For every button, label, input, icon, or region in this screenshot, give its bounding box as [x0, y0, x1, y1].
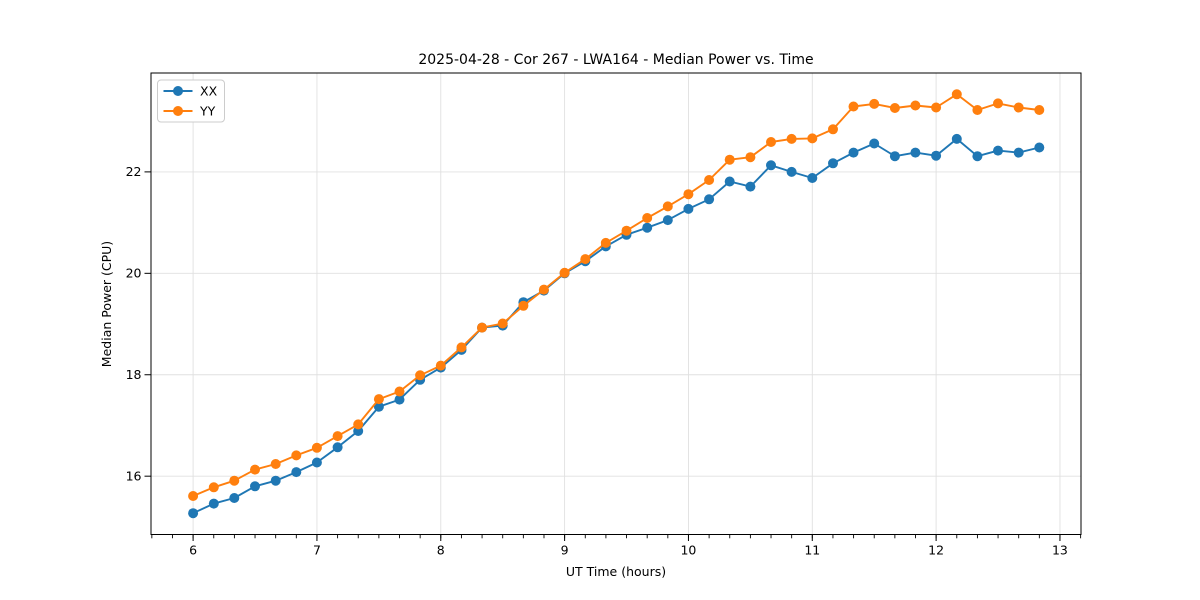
data-point-yy	[311, 442, 322, 453]
data-point-yy	[477, 322, 487, 333]
y-tick-label: 18	[126, 367, 142, 382]
data-point-xx	[332, 442, 343, 453]
data-point-xx	[311, 457, 322, 468]
data-point-xx	[951, 133, 962, 144]
data-point-xx	[745, 181, 756, 192]
data-point-yy	[1013, 102, 1024, 113]
x-tick-label: 7	[313, 543, 321, 558]
x-tick-label: 6	[189, 543, 197, 558]
data-point-yy	[910, 100, 921, 111]
data-point-xx	[766, 160, 776, 171]
data-point-yy	[993, 98, 1003, 109]
data-point-xx	[250, 481, 260, 492]
data-point-xx	[291, 467, 302, 478]
data-point-yy	[889, 103, 900, 113]
data-point-yy	[188, 491, 199, 501]
data-point-yy	[250, 464, 260, 475]
plot-border	[150, 72, 1082, 535]
data-point-xx	[931, 150, 942, 161]
data-point-xx	[394, 394, 405, 405]
data-point-xx	[208, 498, 219, 509]
legend-marker-yy	[173, 106, 183, 116]
plot-area: 6 7 8 9 10 11 12 13 16 18 20 22 XX YY	[126, 72, 1082, 558]
data-point-yy	[497, 318, 508, 329]
y-tick-label: 22	[126, 164, 142, 179]
chart-title: 2025-04-28 - Cor 267 - LWA164 - Median P…	[418, 52, 813, 68]
data-point-yy	[580, 254, 591, 265]
data-point-yy	[642, 213, 653, 223]
series-line-xx	[192, 137, 1040, 515]
data-point-xx	[869, 138, 880, 149]
data-point-yy	[662, 201, 673, 212]
data-point-yy	[951, 89, 962, 100]
data-point-yy	[931, 102, 942, 113]
data-point-yy	[848, 101, 859, 112]
data-point-yy	[332, 431, 343, 442]
data-point-xx	[807, 173, 818, 183]
legend-label-xx: XX	[200, 83, 218, 98]
x-tick-label: 10	[680, 543, 696, 558]
data-point-yy	[828, 124, 838, 135]
data-point-xx	[1013, 147, 1024, 158]
data-point-xx	[848, 147, 859, 158]
data-point-yy	[807, 133, 818, 144]
data-point-xx	[786, 166, 797, 177]
x-tick-label: 11	[804, 543, 820, 558]
data-point-yy	[229, 475, 240, 486]
data-point-yy	[353, 419, 364, 430]
data-point-yy	[208, 482, 219, 493]
y-tick-label: 20	[126, 266, 142, 281]
data-point-xx	[993, 145, 1003, 156]
legend-label-yy: YY	[199, 103, 216, 118]
x-axis-label: UT Time (hours)	[566, 564, 666, 579]
data-point-xx	[683, 203, 694, 214]
y-axis-label: Median Power (CPU)	[99, 241, 114, 367]
legend: XX YY	[157, 79, 225, 123]
data-point-yy	[869, 98, 880, 109]
data-point-yy	[435, 360, 446, 371]
data-point-xx	[724, 176, 735, 187]
data-point-xx	[889, 151, 900, 162]
data-point-xx	[373, 401, 384, 412]
data-point-xx	[1034, 142, 1045, 153]
data-point-xx	[188, 508, 199, 519]
data-point-yy	[270, 459, 281, 469]
y-tick-label: 16	[126, 468, 142, 483]
data-point-xx	[910, 147, 921, 158]
data-point-yy	[972, 105, 983, 115]
data-point-yy	[518, 300, 529, 311]
data-point-yy	[559, 267, 570, 278]
data-point-yy	[394, 386, 405, 397]
data-point-yy	[621, 225, 632, 236]
data-point-yy	[600, 237, 611, 248]
data-point-xx	[662, 215, 673, 226]
data-point-yy	[683, 189, 694, 200]
data-point-xx	[270, 475, 281, 486]
data-point-xx	[972, 151, 983, 162]
data-point-yy	[538, 284, 549, 295]
data-point-yy	[373, 394, 384, 405]
data-point-yy	[745, 152, 756, 163]
data-point-yy	[456, 342, 467, 353]
data-point-yy	[704, 175, 715, 185]
legend-marker-xx	[173, 86, 183, 96]
x-tick-label: 9	[561, 543, 569, 558]
x-tick-label: 8	[437, 543, 445, 558]
data-point-yy	[291, 450, 302, 461]
data-point-xx	[229, 493, 240, 503]
data-point-yy	[1034, 105, 1045, 115]
data-point-xx	[642, 222, 653, 233]
data-point-xx	[704, 194, 715, 205]
data-point-yy	[724, 154, 735, 165]
x-tick-label: 12	[928, 543, 944, 558]
data-point-yy	[766, 137, 776, 147]
data-point-xx	[828, 158, 838, 169]
data-point-yy	[415, 370, 426, 381]
x-tick-label: 13	[1052, 543, 1068, 558]
data-point-yy	[786, 133, 797, 144]
